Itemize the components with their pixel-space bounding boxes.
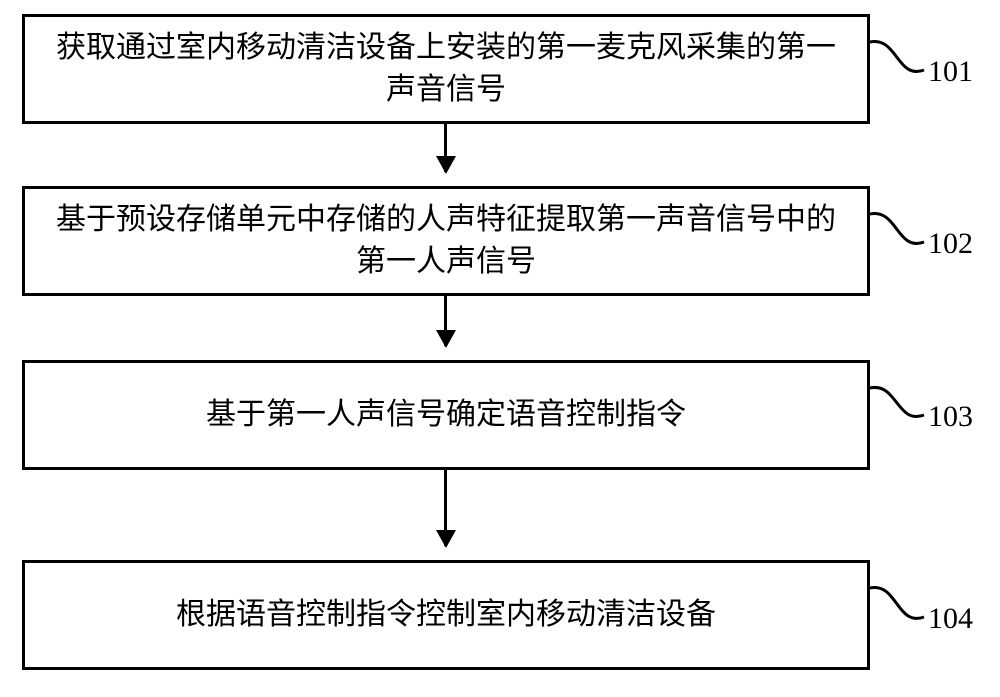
connector-3 [0,0,1000,697]
flowchart-canvas: 获取通过室内移动清洁设备上安装的第一麦克风采集的第一声音信号101基于预设存储单… [0,0,1000,697]
